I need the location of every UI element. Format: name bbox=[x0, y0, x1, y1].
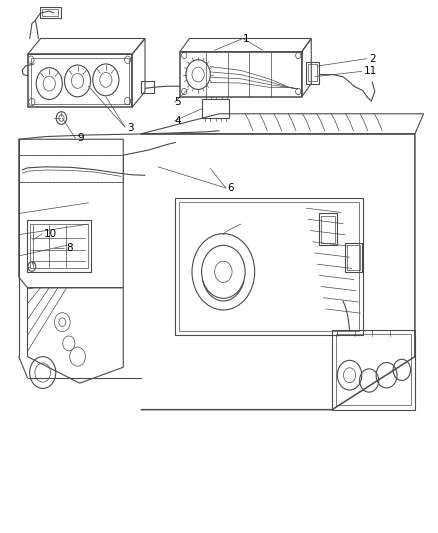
Bar bbox=[40, 7, 60, 18]
Text: 9: 9 bbox=[78, 133, 84, 143]
Text: 3: 3 bbox=[127, 123, 134, 133]
Bar bbox=[308, 64, 318, 82]
Text: 5: 5 bbox=[175, 97, 181, 107]
Bar bbox=[306, 62, 319, 84]
Bar bbox=[28, 54, 132, 108]
Bar bbox=[176, 198, 363, 335]
Bar bbox=[179, 202, 359, 331]
Bar bbox=[319, 214, 336, 245]
Bar bbox=[332, 330, 415, 410]
Bar bbox=[19, 155, 123, 182]
Bar bbox=[336, 334, 411, 406]
Bar bbox=[141, 81, 154, 93]
Bar bbox=[321, 216, 335, 243]
Text: 8: 8 bbox=[66, 243, 72, 253]
Text: 4: 4 bbox=[175, 116, 181, 126]
Bar bbox=[345, 243, 362, 272]
Bar bbox=[31, 58, 129, 104]
Text: 1: 1 bbox=[243, 34, 250, 44]
Bar bbox=[30, 224, 88, 268]
Text: 2: 2 bbox=[369, 54, 376, 63]
Bar bbox=[202, 99, 230, 118]
Text: 11: 11 bbox=[364, 67, 377, 76]
Bar bbox=[42, 9, 58, 16]
Bar bbox=[19, 155, 123, 182]
Bar bbox=[347, 245, 360, 270]
Text: 10: 10 bbox=[44, 229, 57, 239]
Bar bbox=[27, 220, 91, 272]
Text: 6: 6 bbox=[228, 183, 234, 193]
Bar bbox=[180, 52, 302, 97]
